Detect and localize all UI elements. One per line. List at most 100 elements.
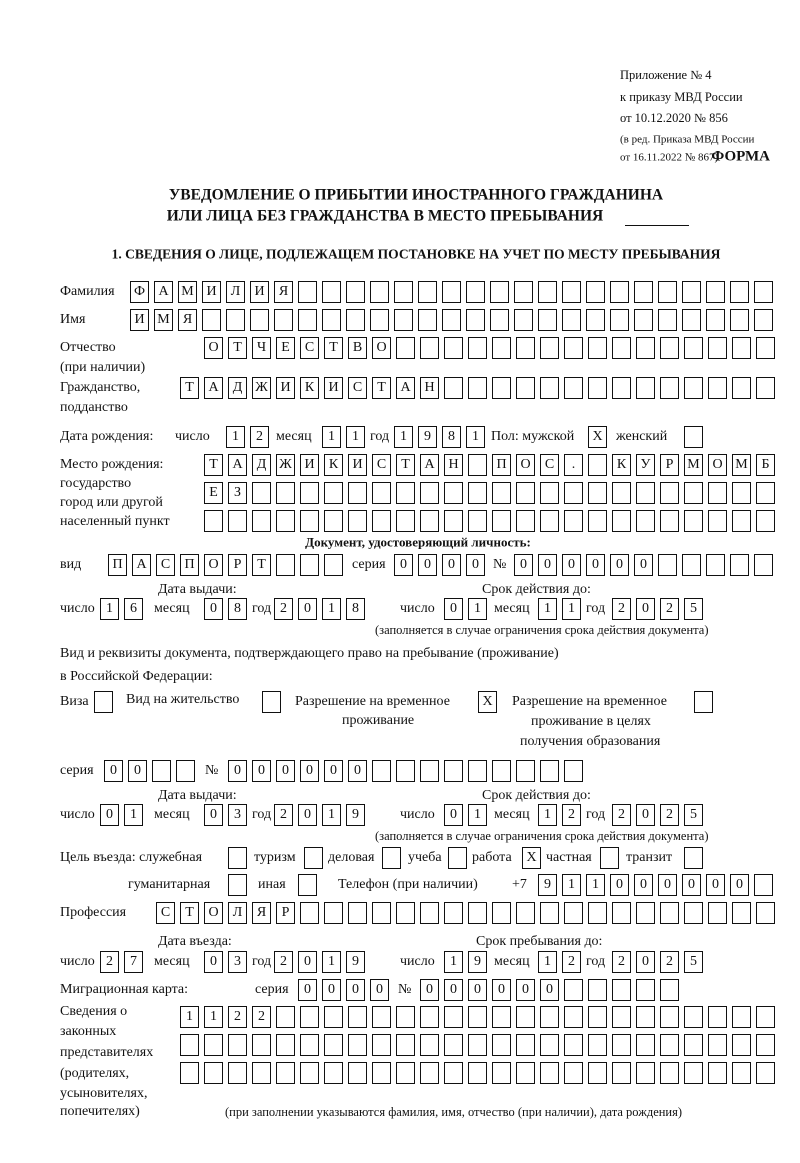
profession-cell[interactable] bbox=[372, 902, 391, 924]
representative-cell[interactable] bbox=[564, 1034, 583, 1056]
profession-cell[interactable] bbox=[420, 902, 439, 924]
doc-number-cell[interactable]: 0 bbox=[610, 554, 629, 576]
permit-number-cell[interactable] bbox=[420, 760, 439, 782]
profession-cell[interactable] bbox=[444, 902, 463, 924]
permit-series-cell[interactable] bbox=[176, 760, 195, 782]
profession-cell[interactable] bbox=[612, 902, 631, 924]
name-cell[interactable] bbox=[418, 309, 437, 331]
surname-cell[interactable]: Я bbox=[274, 281, 293, 303]
profession-cell[interactable] bbox=[708, 902, 727, 924]
phone-cell[interactable]: 1 bbox=[586, 874, 605, 896]
day-cell[interactable]: 1 bbox=[124, 804, 143, 826]
day-cell[interactable]: 0 bbox=[444, 598, 463, 620]
representative-cell[interactable]: 2 bbox=[228, 1006, 247, 1028]
pob-cell[interactable]: М bbox=[684, 454, 703, 476]
representative-cell[interactable] bbox=[348, 1006, 367, 1028]
surname-cell[interactable] bbox=[658, 281, 677, 303]
surname-cell[interactable] bbox=[538, 281, 557, 303]
doc-number-cell[interactable]: 0 bbox=[514, 554, 533, 576]
name-cell[interactable] bbox=[298, 309, 317, 331]
month-cell[interactable]: 3 bbox=[228, 951, 247, 973]
permit-series-cell[interactable]: 0 bbox=[128, 760, 147, 782]
phone-cell[interactable]: 0 bbox=[610, 874, 629, 896]
representative-cell[interactable] bbox=[276, 1062, 295, 1084]
doc-kind-cell[interactable] bbox=[276, 554, 295, 576]
surname-cell[interactable] bbox=[730, 281, 749, 303]
surname-cell[interactable] bbox=[514, 281, 533, 303]
representative-cell[interactable]: 1 bbox=[204, 1006, 223, 1028]
name-cell[interactable] bbox=[586, 309, 605, 331]
doc-series-cell[interactable]: 0 bbox=[466, 554, 485, 576]
residence-checkbox[interactable] bbox=[262, 691, 281, 713]
surname-cell[interactable]: И bbox=[250, 281, 269, 303]
citizenship-cell[interactable] bbox=[540, 377, 559, 399]
representative-cell[interactable] bbox=[444, 1062, 463, 1084]
profession-cell[interactable] bbox=[324, 902, 343, 924]
year-cell[interactable]: 1 bbox=[322, 598, 341, 620]
permit-number-cell[interactable]: 0 bbox=[324, 760, 343, 782]
profession-cell[interactable] bbox=[540, 902, 559, 924]
month-cell[interactable]: 2 bbox=[562, 951, 581, 973]
pob-cell[interactable] bbox=[756, 482, 775, 504]
surname-cell[interactable] bbox=[754, 281, 773, 303]
phone-cell[interactable]: 1 bbox=[562, 874, 581, 896]
citizenship-cell[interactable] bbox=[708, 377, 727, 399]
name-cell[interactable] bbox=[202, 309, 221, 331]
day-cell[interactable]: 1 bbox=[444, 951, 463, 973]
pob-cell[interactable] bbox=[540, 510, 559, 532]
citizenship-cell[interactable]: И bbox=[324, 377, 343, 399]
year-cell[interactable]: 0 bbox=[298, 804, 317, 826]
citizenship-cell[interactable]: Ж bbox=[252, 377, 271, 399]
surname-cell[interactable] bbox=[586, 281, 605, 303]
pob-cell[interactable] bbox=[444, 510, 463, 532]
pob-cell[interactable] bbox=[420, 482, 439, 504]
humanitarian-checkbox[interactable] bbox=[228, 874, 247, 896]
representative-cell[interactable] bbox=[684, 1034, 703, 1056]
name-cell[interactable] bbox=[370, 309, 389, 331]
doc-kind-cell[interactable] bbox=[324, 554, 343, 576]
surname-cell[interactable] bbox=[418, 281, 437, 303]
other-checkbox[interactable] bbox=[298, 874, 317, 896]
pob-cell[interactable] bbox=[636, 510, 655, 532]
pob-cell[interactable] bbox=[300, 510, 319, 532]
pob-cell[interactable]: И bbox=[300, 454, 319, 476]
month-cell[interactable]: 0 bbox=[204, 951, 223, 973]
tourism-checkbox[interactable] bbox=[304, 847, 323, 869]
citizenship-cell[interactable]: С bbox=[348, 377, 367, 399]
migration-number-cell[interactable]: 0 bbox=[492, 979, 511, 1001]
surname-cell[interactable] bbox=[298, 281, 317, 303]
profession-cell[interactable] bbox=[300, 902, 319, 924]
citizenship-cell[interactable]: Т bbox=[372, 377, 391, 399]
representative-cell[interactable] bbox=[516, 1006, 535, 1028]
work-checkbox[interactable]: X bbox=[522, 847, 541, 869]
representative-cell[interactable] bbox=[588, 1034, 607, 1056]
patronymic-cell[interactable] bbox=[468, 337, 487, 359]
pob-cell[interactable]: С bbox=[372, 454, 391, 476]
pob-cell[interactable]: Н bbox=[444, 454, 463, 476]
pob-cell[interactable] bbox=[468, 510, 487, 532]
pob-cell[interactable] bbox=[684, 482, 703, 504]
representative-cell[interactable] bbox=[492, 1006, 511, 1028]
pob-cell[interactable] bbox=[276, 482, 295, 504]
representative-cell[interactable]: 2 bbox=[252, 1006, 271, 1028]
doc-number-cell[interactable] bbox=[730, 554, 749, 576]
representative-cell[interactable] bbox=[708, 1034, 727, 1056]
year-cell[interactable]: 2 bbox=[274, 598, 293, 620]
phone-cell[interactable]: 0 bbox=[730, 874, 749, 896]
representative-cell[interactable] bbox=[612, 1034, 631, 1056]
dob-day-cell[interactable]: 2 bbox=[250, 426, 269, 448]
doc-number-cell[interactable]: 0 bbox=[586, 554, 605, 576]
representative-cell[interactable] bbox=[732, 1034, 751, 1056]
profession-cell[interactable] bbox=[588, 902, 607, 924]
migration-number-cell[interactable] bbox=[660, 979, 679, 1001]
name-cell[interactable] bbox=[514, 309, 533, 331]
day-cell[interactable]: 6 bbox=[124, 598, 143, 620]
surname-cell[interactable] bbox=[706, 281, 725, 303]
pob-cell[interactable] bbox=[252, 482, 271, 504]
day-cell[interactable]: 7 bbox=[124, 951, 143, 973]
representative-cell[interactable] bbox=[540, 1062, 559, 1084]
permit-number-cell[interactable]: 0 bbox=[252, 760, 271, 782]
patronymic-cell[interactable]: Т bbox=[228, 337, 247, 359]
doc-number-cell[interactable] bbox=[754, 554, 773, 576]
pob-cell[interactable] bbox=[396, 510, 415, 532]
